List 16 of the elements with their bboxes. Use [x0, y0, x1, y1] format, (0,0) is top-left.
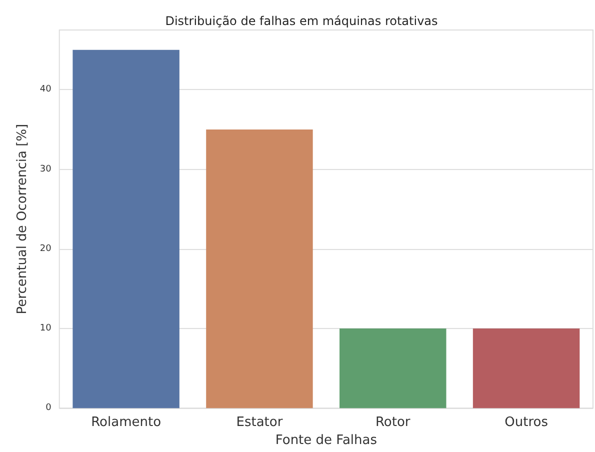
chart-title: Distribuição de falhas em máquinas rotativas — [165, 14, 438, 28]
y-tick-label: 0 — [46, 403, 52, 414]
x-tick-label: Rolamento — [91, 415, 162, 430]
x-tick-label: Rotor — [375, 415, 411, 430]
x-tick-label: Estator — [236, 415, 284, 430]
y-tick-label: 20 — [40, 244, 52, 254]
bar — [472, 328, 580, 408]
y-tick-label: 40 — [40, 84, 52, 95]
y-axis-title: Percentual de Ocorrencia [%] — [15, 124, 30, 314]
x-tick-label: Outros — [504, 415, 548, 430]
bar — [340, 328, 446, 408]
y-tick-label: 10 — [40, 324, 52, 334]
y-tick-label: 30 — [40, 164, 52, 174]
bar — [72, 50, 180, 408]
x-axis-title: Fonte de Falhas — [275, 433, 378, 448]
bar — [206, 130, 313, 408]
